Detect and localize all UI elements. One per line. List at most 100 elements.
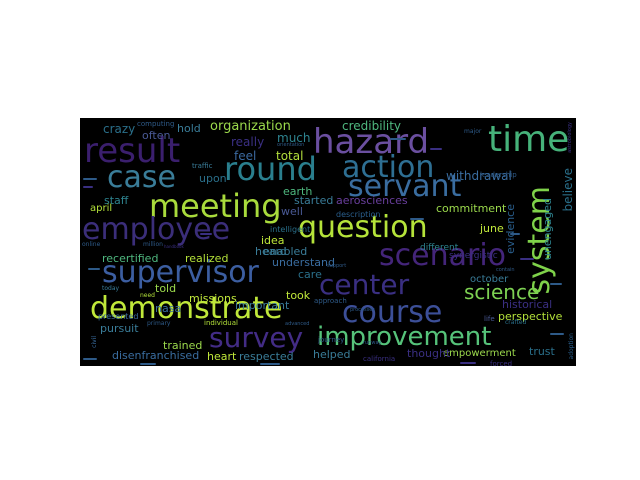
word-primary: primary [147, 320, 171, 327]
word-california: california [363, 355, 396, 363]
word-need: need [140, 292, 155, 299]
word-believe: believe [561, 168, 575, 212]
word-october: october [470, 274, 509, 285]
word-case: case [107, 160, 176, 195]
filler-mark [510, 233, 520, 235]
word-started: started [294, 194, 334, 207]
word-synergistic: synergistic [449, 251, 498, 261]
word-improvement: improvement [317, 322, 492, 352]
word-center: center [319, 268, 410, 301]
word-handbook: handbook [164, 244, 184, 249]
word-respected: respected [239, 350, 294, 363]
word-major: major [464, 128, 482, 135]
filler-mark [88, 268, 100, 270]
word-realized: realized [185, 252, 229, 265]
word-withdrawal: withdrawal [446, 169, 512, 183]
word-servant: servant [348, 169, 462, 204]
word-trust: trust [529, 345, 555, 358]
word-contain: contain [496, 267, 515, 273]
word-pursuit: pursuit [100, 322, 139, 335]
word-aerosciences: aerosciences [336, 194, 408, 207]
word-missions: missions [189, 292, 237, 305]
word-support: support [327, 263, 347, 269]
word-adoption: adoption [568, 333, 575, 360]
word-staff: staff [104, 194, 129, 207]
word-round: round [224, 150, 317, 188]
filler-mark [83, 178, 97, 180]
word-organization: organization [210, 119, 291, 134]
word-much: much [277, 131, 311, 145]
word-crafted: crafted [505, 319, 527, 326]
word-disenfranchised: disenfranchised [112, 349, 200, 362]
word-life: life [484, 315, 495, 323]
word-journey: journey [318, 336, 345, 344]
word-traffic: traffic [192, 162, 213, 170]
word-forced: forced [490, 360, 513, 367]
word-well: well [281, 205, 303, 218]
word-employee: employee [82, 212, 231, 247]
word-orientation: orientation [277, 142, 305, 148]
word-today: today [102, 285, 120, 292]
word-different: different [420, 243, 459, 253]
word-helped: helped [313, 348, 351, 361]
word-empowerment: empowerment [443, 348, 516, 359]
filler-mark [410, 218, 424, 220]
word-earth: earth [283, 185, 313, 198]
word-intelligent: intelligent [270, 225, 311, 234]
filler-mark [83, 358, 97, 360]
word-advanced: advanced [285, 321, 310, 327]
filler-mark [430, 148, 442, 150]
word-time: time [488, 119, 570, 160]
word-demonstrate: demonstrate [90, 291, 283, 326]
word-question: question [298, 210, 428, 245]
word-historical: historical [502, 298, 553, 311]
word-really: really [231, 135, 265, 149]
word-understand: understand [272, 256, 335, 269]
word-online: online [82, 241, 101, 248]
word-feel: feel [234, 149, 257, 163]
word-credibility: credibility [342, 119, 402, 133]
word-total: total [276, 149, 304, 163]
word-leadership: leadership [480, 171, 517, 179]
word-computing: computing [137, 120, 175, 128]
filler-mark [460, 362, 476, 364]
word-astrobiology: astrobiology [567, 122, 573, 153]
word-crazy: crazy [103, 122, 136, 136]
word-scenario: scenario [379, 238, 507, 273]
word-trained: trained [163, 339, 203, 352]
filler-mark [550, 333, 564, 335]
word-result: result [84, 131, 181, 171]
word-upon: upon [199, 172, 227, 185]
word-april: april [90, 203, 113, 214]
word-survey: survey [209, 321, 304, 354]
word-supervisor: supervisor [102, 255, 259, 290]
filler-mark [520, 258, 534, 260]
filler-mark [140, 363, 156, 365]
word-commitment: commitment [436, 202, 507, 215]
word-heard: heard [255, 245, 287, 258]
word-thought: thought [407, 347, 451, 360]
word-care: care [298, 268, 322, 281]
filler-mark [550, 283, 562, 285]
word-evidence: evidence [504, 204, 517, 254]
word-million: million [143, 241, 163, 248]
filler-mark [200, 233, 212, 235]
word-runway: runway [363, 340, 382, 346]
word-nasa: nasa [155, 302, 182, 315]
word-meeting: meeting [149, 187, 282, 225]
word-hold: hold [177, 122, 201, 135]
word-hazard: hazard [313, 122, 430, 162]
word-civil: civil [91, 336, 98, 348]
filler-mark [390, 138, 406, 140]
word-action: action [342, 150, 435, 185]
word-description: description [336, 210, 381, 219]
word-heart: heart [207, 350, 237, 363]
word-science: science [464, 280, 540, 304]
word-approach: approach [314, 297, 347, 305]
word-presented: presented [98, 312, 139, 321]
word-enabled: enabled [263, 245, 308, 258]
filler-mark [83, 186, 93, 188]
word-unengaged: unengaged [541, 198, 554, 261]
word-idea: idea [261, 234, 285, 247]
word-june: june [480, 222, 504, 235]
